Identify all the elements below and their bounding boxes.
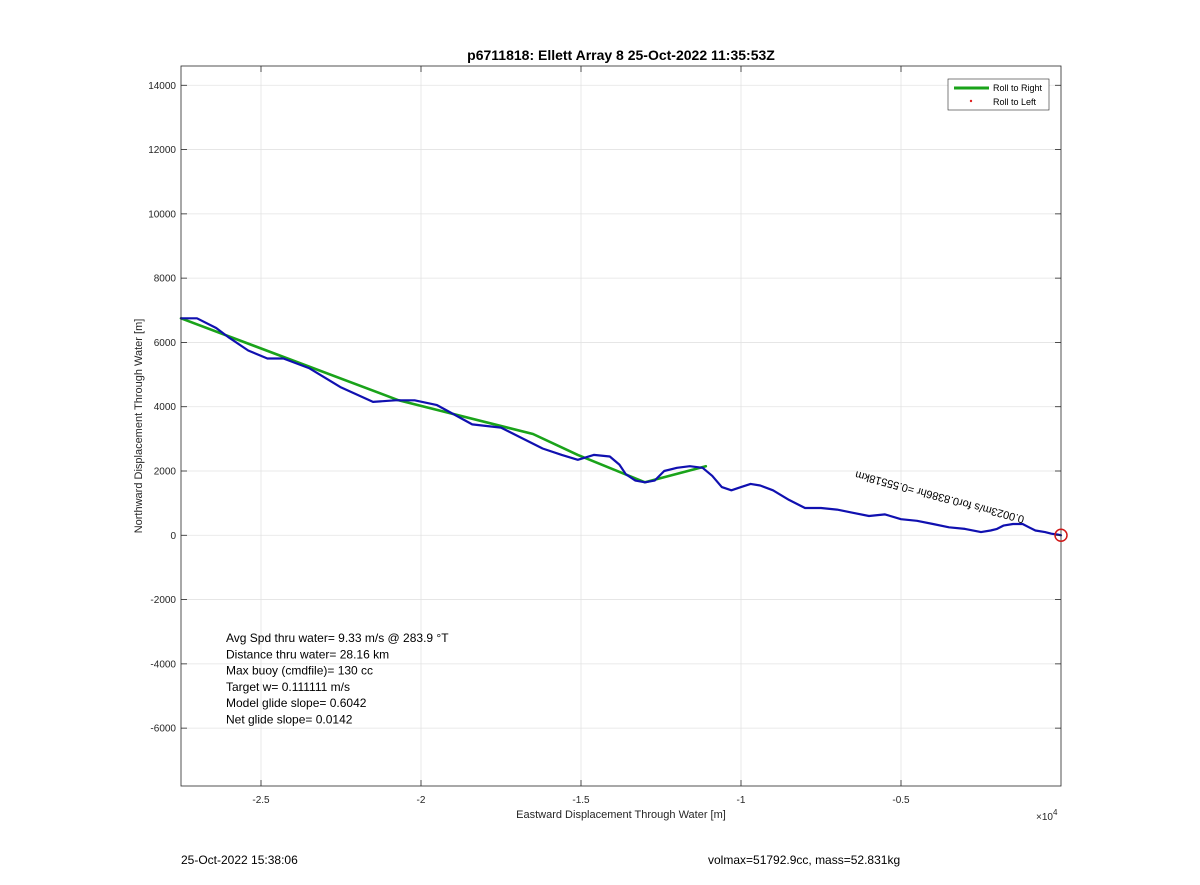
y-tick-label: 8000 <box>154 274 177 285</box>
y-tick-label: 4000 <box>154 402 177 413</box>
legend-swatch-roll-left <box>969 99 973 103</box>
x-exponent-label: ×104 <box>1036 808 1058 823</box>
y-tick-label: -6000 <box>150 724 176 735</box>
y-tick-label: 6000 <box>154 338 177 349</box>
y-tick-label: 2000 <box>154 467 177 478</box>
x-tick-label: -2.5 <box>252 795 270 806</box>
legend-box <box>947 78 1050 111</box>
stats-block: Avg Spd thru water= 9.33 m/s @ 283.9 °T D… <box>226 631 449 727</box>
footer-mass-info: volmax=51792.9cc, mass=52.831kg <box>708 853 901 867</box>
grid <box>181 66 1061 786</box>
x-tick-label: -1.5 <box>572 795 590 806</box>
chart-title: p6711818: Ellett Array 8 25-Oct-2022 11:… <box>467 47 775 63</box>
stats-line: Net glide slope= 0.0142 <box>226 713 353 727</box>
stats-line: Avg Spd thru water= 9.33 m/s @ 283.9 °T <box>226 631 449 645</box>
stats-line: Target w= 0.111111 m/s <box>226 680 350 694</box>
x-tick-label: -1 <box>737 795 746 806</box>
legend-label-roll-right: Roll to Right <box>993 83 1043 93</box>
y-tick-label: -4000 <box>150 659 176 670</box>
end-point-marker <box>1054 528 1068 543</box>
x-tick-label: -0.5 <box>892 795 910 806</box>
stats-line: Max buoy (cmdfile)= 130 cc <box>226 664 373 678</box>
end-marker <box>1054 528 1068 543</box>
stats-line: Distance thru water= 28.16 km <box>226 647 389 661</box>
y-tick-label: 12000 <box>148 145 176 156</box>
legend: Roll to Right Roll to Left <box>947 78 1050 111</box>
y-tick-label: 14000 <box>148 81 176 92</box>
x-exponent-power: 4 <box>1053 808 1058 817</box>
series-line-2 <box>179 317 1063 537</box>
stats-line: Model glide slope= 0.6042 <box>226 696 367 710</box>
x-tick-label: -2 <box>417 795 426 806</box>
x-exponent-base: ×10 <box>1036 812 1053 823</box>
legend-label-roll-left: Roll to Left <box>993 97 1037 107</box>
ticks: -2.5 -2 -1.5 -1 -0.5 -6000 -4000 -2000 0 2000 4000… <box>148 66 1061 806</box>
plot-area <box>181 66 1061 786</box>
x-axis-label: Eastward Displacement Through Water [m] <box>516 809 726 821</box>
y-axis-label: Northward Displacement Through Water [m] <box>133 319 145 534</box>
y-tick-label: 10000 <box>148 209 176 220</box>
y-tick-label: -2000 <box>150 595 176 606</box>
footer-timestamp: 25-Oct-2022 15:38:06 <box>181 853 298 867</box>
plot-frame <box>180 65 1062 787</box>
series-layer <box>179 316 1063 537</box>
y-tick-label: 0 <box>170 531 176 542</box>
